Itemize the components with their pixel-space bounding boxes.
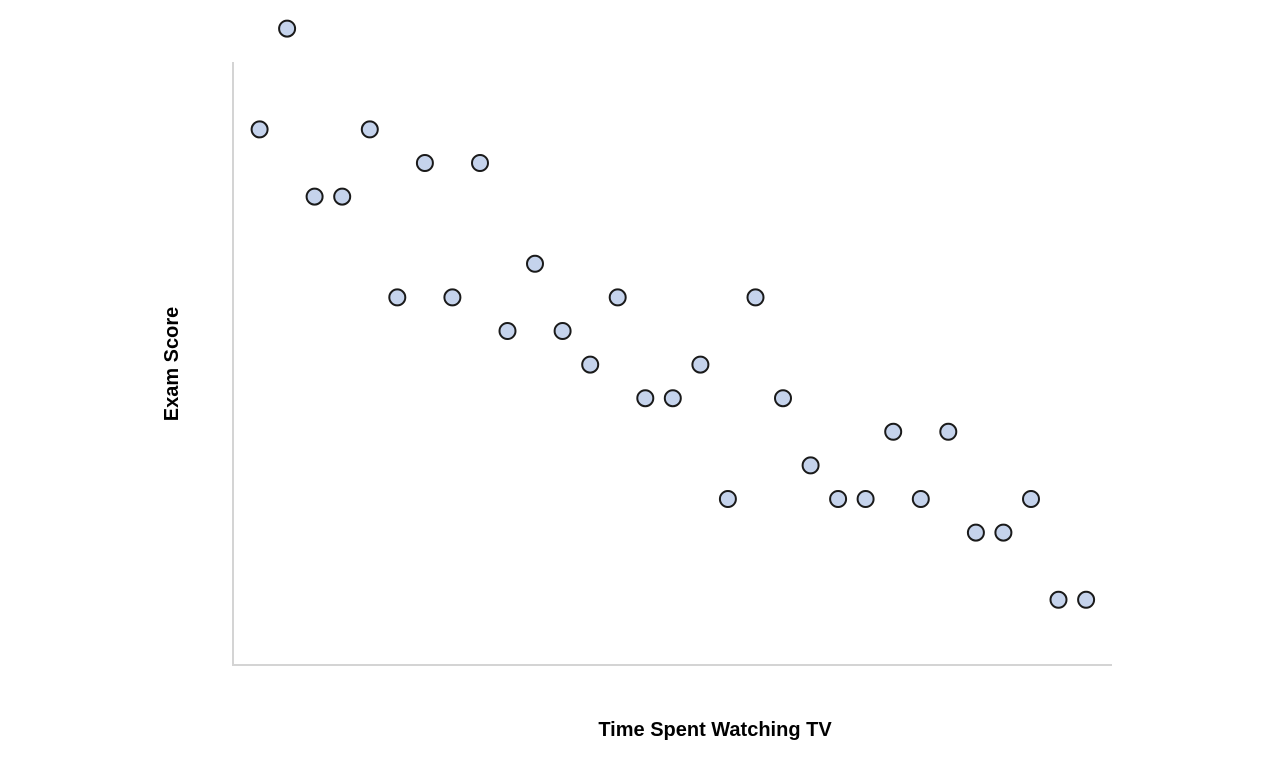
data-point	[636, 389, 655, 408]
data-point	[1022, 490, 1040, 508]
data-point	[443, 288, 462, 307]
data-point	[994, 523, 1013, 542]
data-point	[663, 389, 682, 408]
data-point	[581, 355, 600, 374]
data-point	[774, 389, 792, 408]
data-point	[498, 322, 517, 340]
data-point	[856, 490, 875, 508]
data-point	[526, 254, 544, 273]
data-point	[939, 422, 958, 441]
data-point	[250, 120, 269, 139]
data-point	[360, 120, 379, 139]
data-point	[1049, 590, 1068, 609]
x-axis-title: Time Spent Watching TV	[598, 719, 832, 741]
data-points	[250, 19, 1096, 609]
data-point	[966, 523, 985, 542]
data-point	[718, 490, 737, 508]
data-point	[278, 19, 297, 38]
data-point	[608, 288, 627, 307]
data-point	[691, 355, 710, 374]
data-point	[471, 154, 489, 172]
data-point	[884, 422, 903, 441]
data-point	[1077, 590, 1096, 609]
y-axis-title: Exam Score	[161, 307, 183, 422]
data-point	[553, 322, 572, 340]
data-point	[801, 456, 820, 475]
data-point	[388, 288, 407, 307]
data-point	[333, 187, 352, 206]
data-point	[911, 490, 930, 508]
data-point	[305, 187, 324, 206]
data-point	[415, 154, 434, 172]
data-point	[829, 490, 848, 508]
data-point	[746, 288, 765, 307]
